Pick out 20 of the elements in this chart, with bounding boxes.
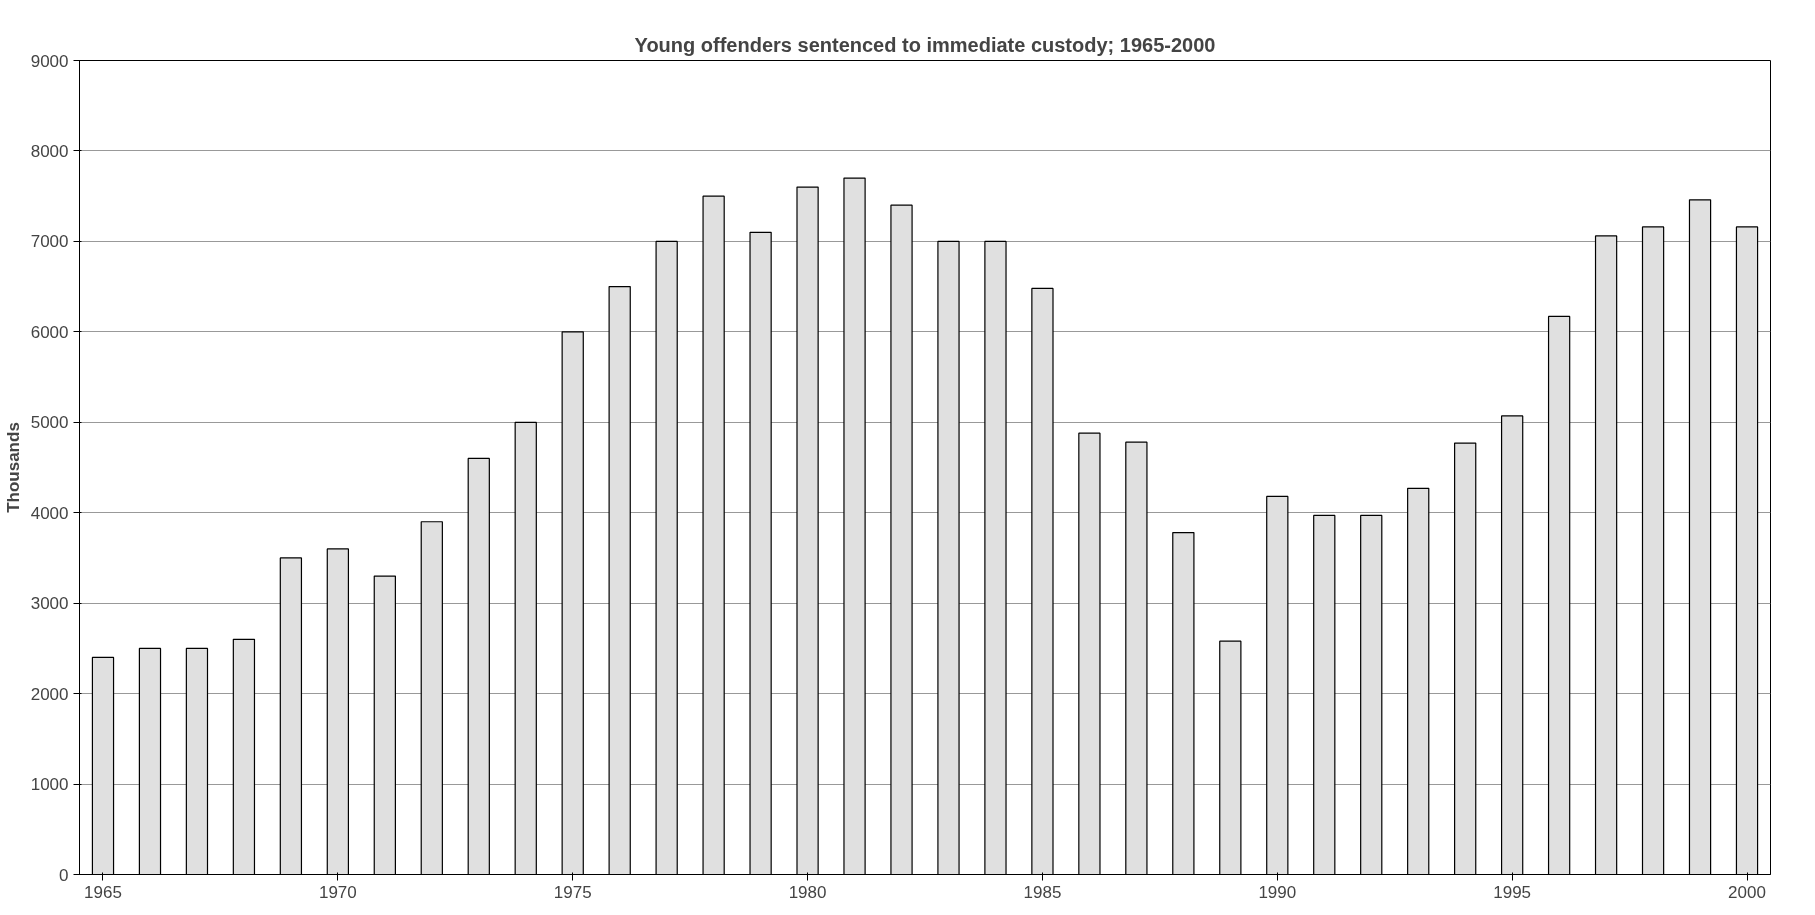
x-tick-label: 1975: [553, 882, 592, 902]
y-axis-title: Thousands: [3, 422, 23, 513]
x-tick-label: 1970: [318, 882, 357, 902]
y-tick-label: 0: [59, 865, 69, 885]
x-tick-label: 1995: [1493, 882, 1532, 902]
y-tick-label: 8000: [30, 141, 69, 161]
y-tick-label: 3000: [30, 594, 69, 614]
x-tick-label: 1990: [1258, 882, 1297, 902]
y-tick-label: 9000: [30, 51, 69, 71]
y-tick-label: 1000: [30, 775, 69, 795]
x-tick-label: 1980: [788, 882, 827, 902]
x-tick-label: 1965: [84, 882, 122, 902]
chart-title: Young offenders sentenced to immediate custody; 1965-2000: [634, 33, 1216, 56]
y-tick-label: 7000: [30, 232, 69, 252]
y-tick-label: 4000: [30, 503, 69, 523]
y-tick-label: 5000: [30, 413, 69, 433]
x-tick-label: 2000: [1728, 882, 1766, 902]
x-tick-label: 1985: [1023, 882, 1062, 902]
y-tick-label: 6000: [30, 322, 69, 342]
y-tick-label: 2000: [30, 684, 69, 704]
